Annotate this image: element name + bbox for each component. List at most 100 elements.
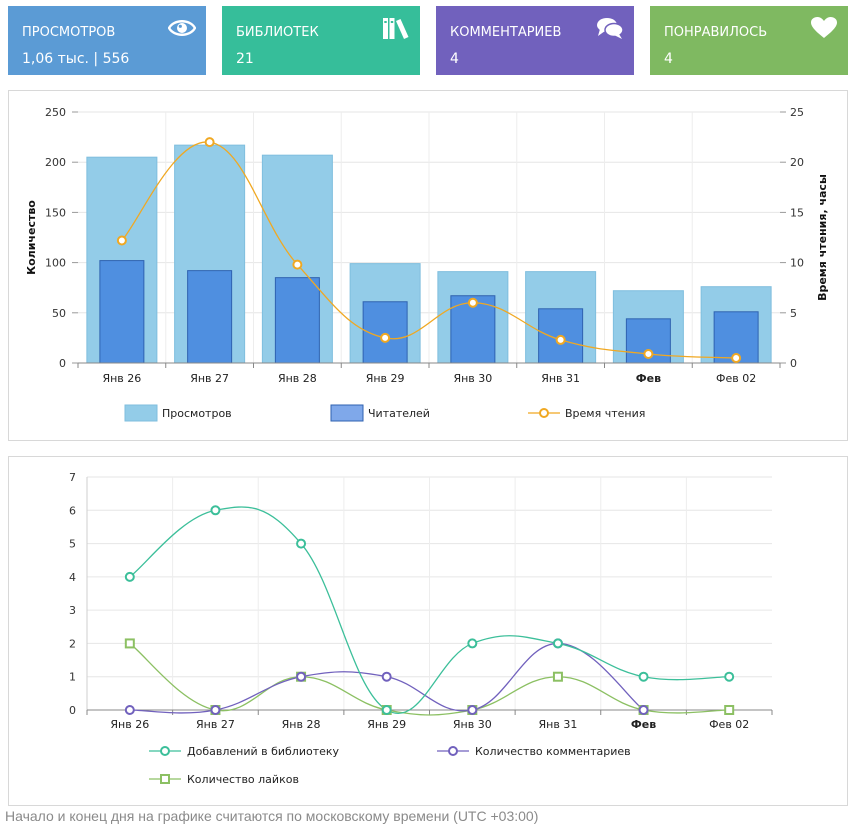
card-views-label: ПРОСМОТРОВ [22, 25, 116, 40]
x-tick-label: Фев 02 [709, 718, 749, 731]
y2-tick-label: 25 [790, 106, 804, 119]
y-tick-label: 2 [69, 637, 76, 650]
legend-swatch-views [124, 404, 158, 422]
x-tick-label: Янв 29 [367, 718, 406, 731]
point-comments [467, 705, 478, 715]
y-tick-label: 250 [45, 106, 66, 119]
x-tick-label: Янв 29 [366, 372, 405, 385]
y-tick-label: 7 [69, 471, 76, 484]
bar-readers [362, 301, 408, 364]
books-icon [383, 18, 409, 39]
y2-axis-title: Время чтения, часы [816, 174, 829, 301]
y-tick-label: 4 [69, 571, 76, 584]
x-tick-label: Янв 27 [196, 718, 235, 731]
y-tick-label: 0 [69, 704, 76, 717]
line-library-adds [129, 506, 730, 714]
legend-swatch-comments-marker [448, 746, 458, 756]
legend-swatch-time-marker [539, 408, 549, 418]
y2-tick-label: 15 [790, 206, 804, 219]
card-comments[interactable]: КОММЕНТАРИЕВ 4 [436, 6, 634, 75]
legend-label-likes: Количество лайков [187, 773, 299, 786]
point-library-adds [638, 671, 649, 682]
point-library-adds [724, 671, 735, 682]
y-tick-label: 1 [69, 671, 76, 684]
y-tick-label: 100 [45, 257, 66, 270]
point-comments [124, 705, 135, 715]
x-tick-label: Янв 28 [282, 718, 321, 731]
legend-label-comments: Количество комментариев [475, 745, 631, 758]
x-tick-label: Янв 26 [110, 718, 149, 731]
x-tick-label: Фев [636, 372, 661, 385]
y-tick-label: 0 [59, 357, 66, 370]
y2-tick-label: 10 [790, 257, 804, 270]
y-tick-label: 50 [52, 307, 66, 320]
x-tick-label: Янв 28 [278, 372, 317, 385]
point-library-adds [552, 638, 563, 649]
card-likes-value: 4 [664, 51, 673, 67]
card-comments-value: 4 [450, 51, 459, 67]
legend-label-views: Просмотров [162, 407, 232, 420]
comments-icon [597, 18, 624, 39]
card-views[interactable]: ПРОСМОТРОВ 1,06 тыс. | 556 [8, 6, 206, 75]
point-comments [210, 705, 221, 715]
point-reading-time [731, 352, 742, 363]
point-library-adds [296, 538, 307, 549]
point-comments [638, 705, 649, 715]
stats-cards: ПРОСМОТРОВ 1,06 тыс. | 556 БИБЛИОТЕК 21 … [8, 6, 849, 75]
point-likes [724, 705, 735, 715]
bar-readers [187, 270, 233, 364]
x-tick-label: Янв 31 [539, 718, 578, 731]
point-likes [124, 638, 135, 649]
x-tick-label: Янв 31 [541, 372, 580, 385]
x-tick-label: Янв 26 [102, 372, 141, 385]
line-likes [129, 642, 730, 716]
legend-swatch-likes-marker [160, 774, 170, 784]
point-reading-time [555, 334, 566, 345]
point-likes [552, 671, 563, 682]
point-library-adds [124, 571, 135, 582]
legend-swatch-library-adds-marker [160, 746, 170, 756]
point-library-adds [210, 505, 221, 516]
card-libraries[interactable]: БИБЛИОТЕК 21 [222, 6, 420, 75]
y-tick-label: 6 [69, 504, 76, 517]
chart2-grid [87, 476, 772, 710]
point-comments [296, 671, 307, 682]
x-tick-label: Янв 30 [453, 372, 492, 385]
card-libraries-value: 21 [236, 51, 254, 67]
eye-icon [168, 20, 196, 36]
reading-stats-panel: 0 50 100 150 200 250 0 5 10 15 20 25 Количество Время… [8, 90, 848, 441]
chart2-legend: Добавлений в библиотеку Количество коммен… [149, 745, 631, 786]
point-reading-time [643, 348, 654, 359]
reading-stats-chart: 0 50 100 150 200 250 0 5 10 15 20 25 Количество Время… [25, 106, 829, 422]
point-reading-time [116, 235, 127, 246]
point-comments [381, 671, 392, 682]
x-tick-label: Янв 27 [190, 372, 229, 385]
legend-label-time: Время чтения [565, 407, 645, 420]
chart1-legend: Просмотров Читателей Время чтения [124, 404, 645, 422]
card-comments-label: КОММЕНТАРИЕВ [450, 25, 562, 40]
card-views-value: 1,06 тыс. | 556 [22, 51, 130, 67]
point-reading-time [292, 259, 303, 270]
x-tick-label: Фев 02 [716, 372, 756, 385]
y2-tick-label: 0 [790, 357, 797, 370]
bar-readers [274, 277, 320, 364]
card-likes[interactable]: ПОНРАВИЛОСЬ 4 [650, 6, 848, 75]
point-reading-time [204, 137, 215, 148]
bar-readers [99, 260, 145, 364]
y2-tick-label: 5 [790, 307, 797, 320]
x-tick-label: Фев [631, 718, 656, 731]
point-library-adds [467, 638, 478, 649]
engagement-stats-chart: 0 1 2 3 4 5 6 7 Янв 26 Янв 27 Янв 28 Янв 29 Янв 30 Ян… [69, 471, 773, 786]
point-library-adds [381, 705, 392, 715]
card-libraries-label: БИБЛИОТЕК [236, 25, 319, 40]
legend-swatch-readers [330, 404, 364, 422]
engagement-stats-panel: 0 1 2 3 4 5 6 7 Янв 26 Янв 27 Янв 28 Янв 29 Янв 30 Ян… [8, 456, 848, 806]
legend-label-readers: Читателей [368, 407, 430, 420]
y-tick-label: 3 [69, 604, 76, 617]
heart-icon [811, 17, 837, 38]
card-likes-label: ПОНРАВИЛОСЬ [664, 25, 768, 40]
y2-tick-label: 20 [790, 156, 804, 169]
y-axis-title: Количество [25, 200, 38, 275]
legend-label-library-adds: Добавлений в библиотеку [187, 745, 340, 758]
y-tick-label: 200 [45, 156, 66, 169]
